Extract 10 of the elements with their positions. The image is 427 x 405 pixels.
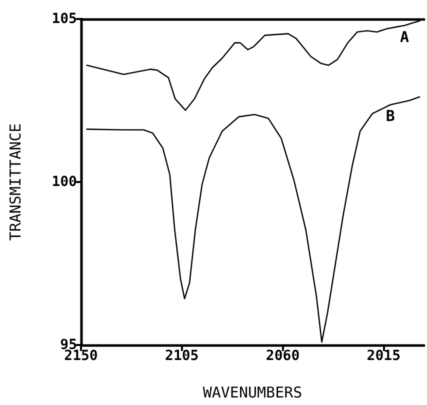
y-tick-label: 105 [52, 11, 77, 27]
x-tick-label: 2060 [266, 348, 300, 364]
line-series [86, 96, 420, 343]
x-axis-title: WAVENUMBERS [202, 384, 302, 402]
series-label: B [386, 107, 395, 126]
x-tick-label: 2105 [165, 348, 199, 364]
y-tick-label: 100 [52, 174, 77, 190]
x-tick-label: 2015 [366, 348, 401, 364]
y-axis-title: TRANSMITTANCE [6, 123, 24, 241]
series-label: A [400, 28, 410, 46]
